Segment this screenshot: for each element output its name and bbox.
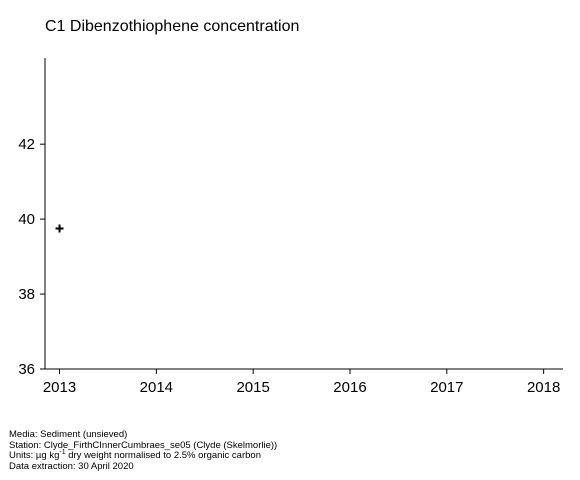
chart-title: C1 Dibenzothiophene concentration — [45, 18, 300, 35]
x-tick-label: 2015 — [236, 379, 269, 396]
y-tick-label: 40 — [18, 211, 35, 228]
footer-station: Station: Clyde_FirthCInnerCumbraes_se05 … — [9, 439, 278, 451]
y-tick-label: 36 — [18, 361, 35, 378]
x-tick-label: 2017 — [430, 379, 463, 396]
footer-media: Media: Sediment (unsieved) — [9, 429, 128, 440]
x-tick-label: 2013 — [43, 379, 76, 396]
x-tick-label: 2014 — [140, 379, 173, 396]
y-tick-label: 42 — [18, 136, 35, 153]
footer-extraction: Data extraction: 30 April 2020 — [9, 460, 134, 472]
footer-units: Units: µg kg-1 dry weight normalised to … — [9, 448, 261, 461]
x-tick-label: 2018 — [527, 379, 560, 396]
data-point-marker — [55, 224, 64, 233]
y-tick-label: 38 — [18, 286, 35, 303]
x-tick-label: 2016 — [333, 379, 366, 396]
chart-footer: Media: Sediment (unsieved) Station: Clyd… — [9, 429, 278, 472]
